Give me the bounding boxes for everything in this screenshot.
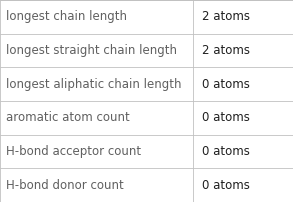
Text: 2 atoms: 2 atoms: [202, 10, 250, 23]
Text: 2 atoms: 2 atoms: [202, 44, 250, 57]
Text: H-bond donor count: H-bond donor count: [6, 179, 124, 192]
Text: 0 atoms: 0 atoms: [202, 111, 250, 124]
Text: 0 atoms: 0 atoms: [202, 179, 250, 192]
Text: longest chain length: longest chain length: [6, 10, 127, 23]
Text: H-bond acceptor count: H-bond acceptor count: [6, 145, 141, 158]
Text: longest aliphatic chain length: longest aliphatic chain length: [6, 78, 181, 91]
Text: 0 atoms: 0 atoms: [202, 78, 250, 91]
Text: longest straight chain length: longest straight chain length: [6, 44, 177, 57]
Text: aromatic atom count: aromatic atom count: [6, 111, 130, 124]
Text: 0 atoms: 0 atoms: [202, 145, 250, 158]
